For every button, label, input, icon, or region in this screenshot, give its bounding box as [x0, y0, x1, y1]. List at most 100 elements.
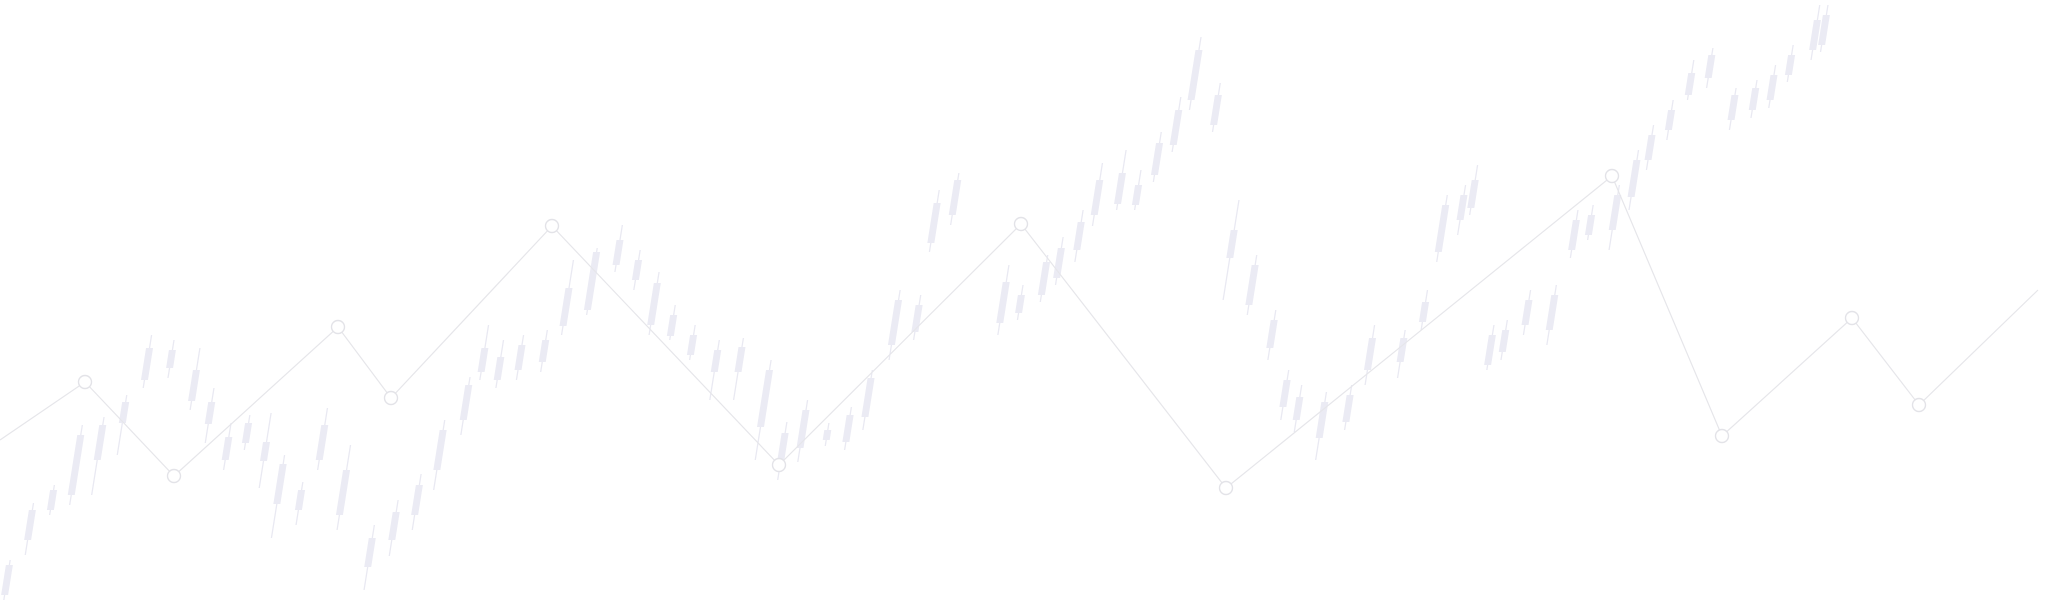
candle-body: [273, 464, 287, 504]
candle-body: [188, 370, 200, 401]
candlestick: [24, 503, 36, 555]
candlestick: [1266, 310, 1278, 360]
candlestick: [459, 377, 473, 435]
candlestick: [1169, 97, 1183, 152]
candle-body: [1644, 135, 1656, 160]
candlestick: [1521, 290, 1533, 335]
candlestick: [996, 265, 1010, 335]
candle-body: [1342, 395, 1354, 422]
candle-body: [583, 252, 601, 310]
trend-node: [1714, 428, 1730, 444]
candle-body: [1073, 222, 1085, 250]
candlestick: [1748, 80, 1760, 118]
candlestick: [666, 305, 678, 340]
candle-body: [1498, 330, 1510, 352]
candle-body: [911, 305, 923, 332]
candle-body: [1114, 173, 1126, 204]
candle-body: [1434, 205, 1450, 252]
trend-node: [383, 390, 399, 406]
candlestick: [822, 423, 832, 446]
candle-body: [93, 425, 107, 460]
candlestick: [1467, 165, 1479, 215]
candle-body: [1150, 143, 1164, 175]
candlestick: [1210, 83, 1222, 132]
candle-body: [1053, 248, 1065, 278]
candlestick: [140, 335, 154, 388]
candlestick: [166, 340, 176, 378]
candle-body: [948, 180, 962, 215]
candlestick: [1664, 100, 1676, 140]
candlestick: [1434, 195, 1450, 262]
candlestick: [686, 325, 698, 360]
candle-body: [1, 565, 13, 595]
candlestick: [204, 388, 216, 443]
trend-nodes: [77, 168, 1927, 496]
candle-body: [1727, 95, 1739, 120]
candlestick: [1418, 290, 1430, 330]
candle-body: [1396, 338, 1408, 362]
candle-body: [1627, 160, 1641, 197]
candle-body: [666, 315, 678, 336]
candle-body: [822, 430, 832, 440]
candle-body: [166, 350, 176, 368]
candlestick: [1114, 150, 1127, 210]
candle-body: [1315, 402, 1329, 438]
candlestick: [433, 420, 447, 490]
candle-body: [1684, 73, 1696, 95]
candlestick: [948, 173, 962, 225]
candlestick: [1809, 5, 1821, 60]
candlestick: [631, 250, 643, 290]
candlestick: [709, 340, 722, 400]
candle-body: [1568, 220, 1580, 250]
candlestick: [1766, 65, 1778, 108]
candle-body: [1818, 15, 1830, 45]
candlestick: [315, 408, 329, 470]
candlestick: [1484, 325, 1496, 370]
candlestick: [1245, 255, 1259, 315]
candlestick: [1684, 60, 1696, 100]
candlestick: [1037, 255, 1051, 302]
candlestick: [270, 455, 287, 538]
candlestick: [1644, 125, 1656, 170]
candlestick: [1704, 48, 1716, 88]
candlestick: [754, 360, 774, 460]
candle-body: [777, 433, 789, 460]
candle-body: [1187, 50, 1203, 100]
candle-body: [1784, 55, 1796, 75]
candlestick: [1053, 237, 1065, 285]
candlestick: [1279, 370, 1291, 420]
candlestick: [583, 248, 601, 315]
candle-body: [734, 347, 746, 372]
candle-body: [259, 442, 271, 461]
candle-body: [927, 203, 941, 243]
candle-body: [514, 345, 526, 370]
candle-body: [477, 348, 489, 372]
candle-body: [842, 415, 854, 442]
candlestick: [91, 417, 107, 495]
candle-body: [686, 335, 698, 355]
candle-body: [1037, 262, 1051, 295]
candle-body: [1266, 320, 1278, 348]
candle-body: [1545, 295, 1559, 330]
candlestick: [1, 560, 13, 600]
candle-body: [411, 485, 423, 515]
trend-node: [544, 218, 560, 234]
candlestick: [647, 272, 661, 335]
candle-body: [1766, 75, 1778, 100]
candlestick: [1222, 200, 1240, 300]
candle-body: [1484, 335, 1496, 365]
candle-body: [1292, 397, 1304, 420]
candlestick: [796, 400, 810, 462]
candle-body: [612, 240, 624, 265]
candle-body: [631, 260, 643, 280]
candle-body: [1169, 110, 1183, 145]
candle-body: [294, 490, 306, 510]
candlestick: [538, 330, 550, 372]
candle-body: [861, 378, 875, 417]
candlestick: [388, 500, 400, 556]
candlestick: [241, 415, 253, 450]
candlestick: [911, 295, 923, 340]
candlestick: [1627, 150, 1641, 210]
candlestick: [1131, 170, 1143, 210]
trend-node: [1911, 397, 1927, 413]
